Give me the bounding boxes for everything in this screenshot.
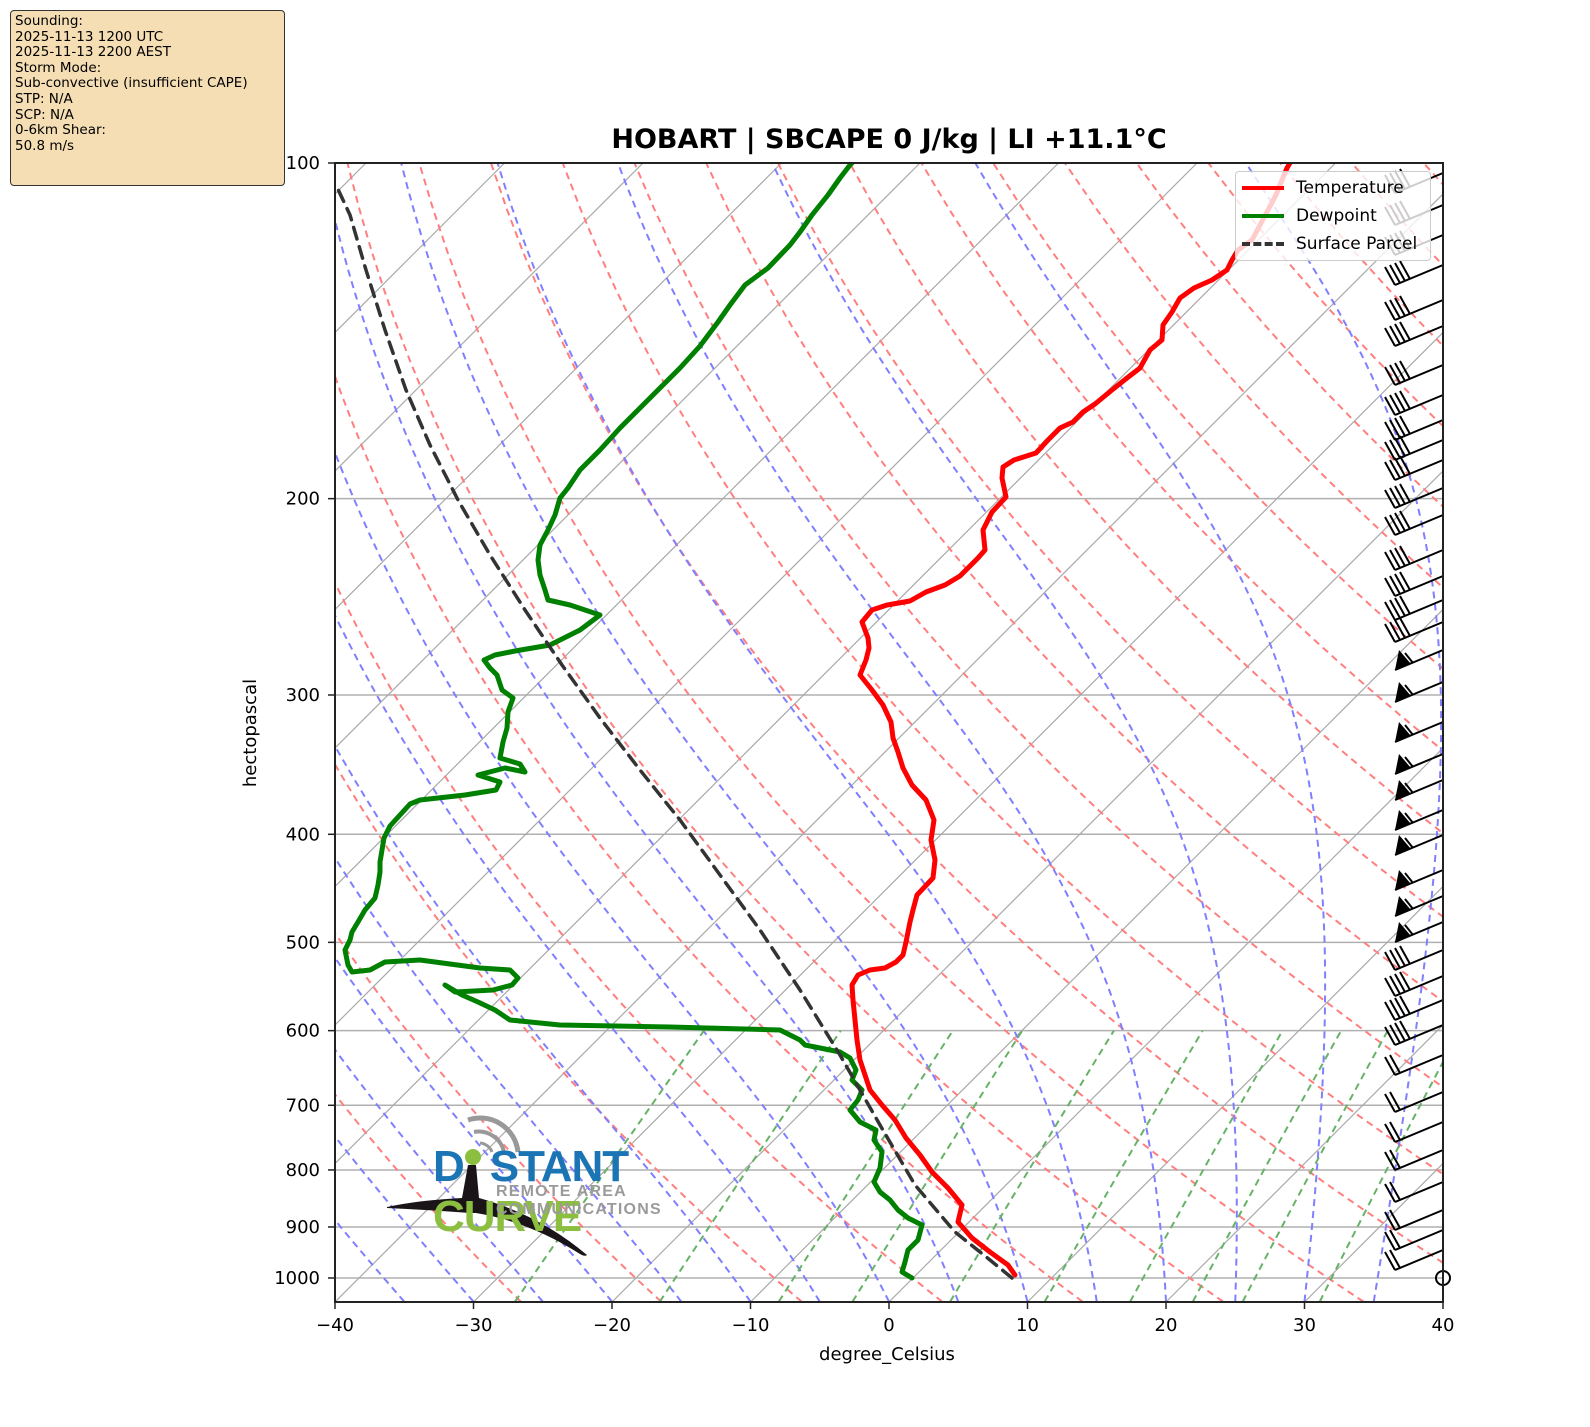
wind-barb-icon bbox=[1384, 945, 1444, 971]
y-tick-label: 900 bbox=[286, 1217, 320, 1238]
x-tick-label: −20 bbox=[593, 1315, 631, 1336]
wind-barb-icon bbox=[1394, 834, 1444, 856]
y-axis-label: hectopascal bbox=[240, 679, 261, 787]
y-tick-label: 500 bbox=[286, 932, 320, 953]
wind-barb-icon bbox=[1384, 435, 1444, 461]
x-tick-label: 40 bbox=[1432, 1315, 1455, 1336]
logo-tagline: REMOTE AREA COMMUNICATIONS bbox=[496, 1183, 662, 1218]
distant-curve-logo: D STANT CURVE REMOTE AREA COMMUNICATIONS bbox=[385, 1108, 775, 1258]
wind-barb-icon bbox=[1384, 1181, 1444, 1203]
wind-barb-icon bbox=[1384, 1091, 1444, 1113]
wind-barb-icon bbox=[1384, 1121, 1444, 1143]
info-line: 2025-11-13 1200 UTC bbox=[15, 28, 164, 45]
x-axis-label: degree_Celsius bbox=[819, 1344, 955, 1365]
parcel-dashed-line-icon bbox=[1242, 242, 1284, 246]
info-line: Sounding: bbox=[15, 13, 83, 29]
logo-signal-arcs-icon bbox=[467, 1115, 521, 1153]
y-tick-label: 400 bbox=[286, 824, 320, 845]
info-line: 2025-11-13 2200 AEST bbox=[15, 44, 171, 61]
dewpoint-line-icon bbox=[1242, 214, 1284, 218]
info-line: Storm Mode: bbox=[15, 59, 102, 76]
info-line: Sub-convective (insufficient CAPE) bbox=[15, 75, 248, 92]
y-tick-label: 100 bbox=[286, 153, 320, 174]
wind-barb-icon bbox=[1394, 895, 1444, 917]
x-tick-label: 20 bbox=[1155, 1315, 1178, 1336]
y-tick-label: 1000 bbox=[274, 1268, 320, 1289]
x-tick-label: 10 bbox=[1016, 1315, 1039, 1336]
wind-barb-icon bbox=[1384, 545, 1444, 571]
logo-antenna-icon bbox=[387, 1149, 587, 1256]
info-line: SCP: N/A bbox=[15, 106, 74, 123]
logo-brand: D STANT CURVE bbox=[433, 1142, 629, 1241]
y-tick-label: 300 bbox=[286, 685, 320, 706]
wind-barb-icon bbox=[1384, 595, 1444, 621]
wind-barb-icon bbox=[1384, 617, 1444, 643]
sounding-info-box: Sounding: 2025-11-13 1200 UTC 2025-11-13… bbox=[10, 10, 285, 186]
wind-barb-icon bbox=[1384, 995, 1444, 1021]
x-tick-label: 30 bbox=[1293, 1315, 1316, 1336]
legend-item-temperature: Temperature bbox=[1242, 176, 1404, 200]
info-line: 0-6km Shear: bbox=[15, 122, 106, 139]
wind-barb-icon bbox=[1384, 390, 1444, 416]
wind-barb-icon bbox=[1384, 415, 1444, 441]
wind-barb-icon bbox=[1384, 455, 1444, 481]
wind-barb-icon bbox=[1394, 721, 1444, 743]
temperature-trace bbox=[849, 163, 1293, 1278]
wind-barb-icon bbox=[1384, 1229, 1444, 1251]
wind-barb-icon bbox=[1384, 1020, 1444, 1046]
info-line: 50.8 m/s bbox=[15, 137, 75, 154]
temperature-line-icon bbox=[1242, 186, 1284, 190]
wind-barb-icon bbox=[1394, 779, 1444, 801]
sounding-traces bbox=[335, 163, 1293, 1281]
wind-barb-icon bbox=[1384, 510, 1444, 536]
chart-legend: Temperature Dewpoint Surface Parcel bbox=[1235, 171, 1431, 261]
y-tick-label: 200 bbox=[286, 489, 320, 510]
wind-barb-icon bbox=[1384, 1249, 1444, 1271]
wind-barb-icon bbox=[1394, 869, 1444, 891]
wind-barb-icon bbox=[1384, 321, 1444, 347]
wind-barb-icon bbox=[1384, 483, 1444, 509]
surface-parcel-trace bbox=[335, 183, 1014, 1280]
wind-barb-icon bbox=[1384, 295, 1444, 321]
wind-barb-icon bbox=[1384, 1209, 1444, 1231]
wind-barb-icon bbox=[1384, 1149, 1444, 1171]
x-tick-label: −30 bbox=[455, 1315, 493, 1336]
wind-barb-icon bbox=[1394, 921, 1444, 943]
wind-barb-icon bbox=[1384, 1054, 1444, 1076]
wind-barb-icon bbox=[1384, 571, 1444, 597]
wind-barb-icon bbox=[1394, 753, 1444, 775]
wind-barb-icon bbox=[1394, 681, 1444, 703]
x-tick-label: −40 bbox=[316, 1315, 354, 1336]
y-tick-label: 600 bbox=[286, 1021, 320, 1042]
wind-barb-icon bbox=[1384, 360, 1444, 386]
legend-item-surface-parcel: Surface Parcel bbox=[1242, 232, 1417, 256]
wind-barb-icon bbox=[1384, 971, 1444, 997]
legend-item-dewpoint: Dewpoint bbox=[1242, 204, 1377, 228]
wind-barb-icon bbox=[1394, 649, 1444, 671]
y-tick-label: 800 bbox=[286, 1160, 320, 1181]
x-tick-label: −10 bbox=[732, 1315, 770, 1336]
info-line: STP: N/A bbox=[15, 90, 73, 107]
y-tick-label: 700 bbox=[286, 1095, 320, 1116]
wind-barb-icon bbox=[1394, 809, 1444, 831]
wind-barb-icon bbox=[1384, 260, 1444, 286]
chart-title: HOBART | SBCAPE 0 J/kg | LI +11.1°C bbox=[611, 124, 1167, 155]
x-tick-label: 0 bbox=[883, 1315, 894, 1336]
axes: −40 −30 −20 −10 0 10 20 30 40 100 200 300 400 500 600 7… bbox=[274, 153, 1454, 1336]
background-grid bbox=[335, 163, 1443, 1302]
